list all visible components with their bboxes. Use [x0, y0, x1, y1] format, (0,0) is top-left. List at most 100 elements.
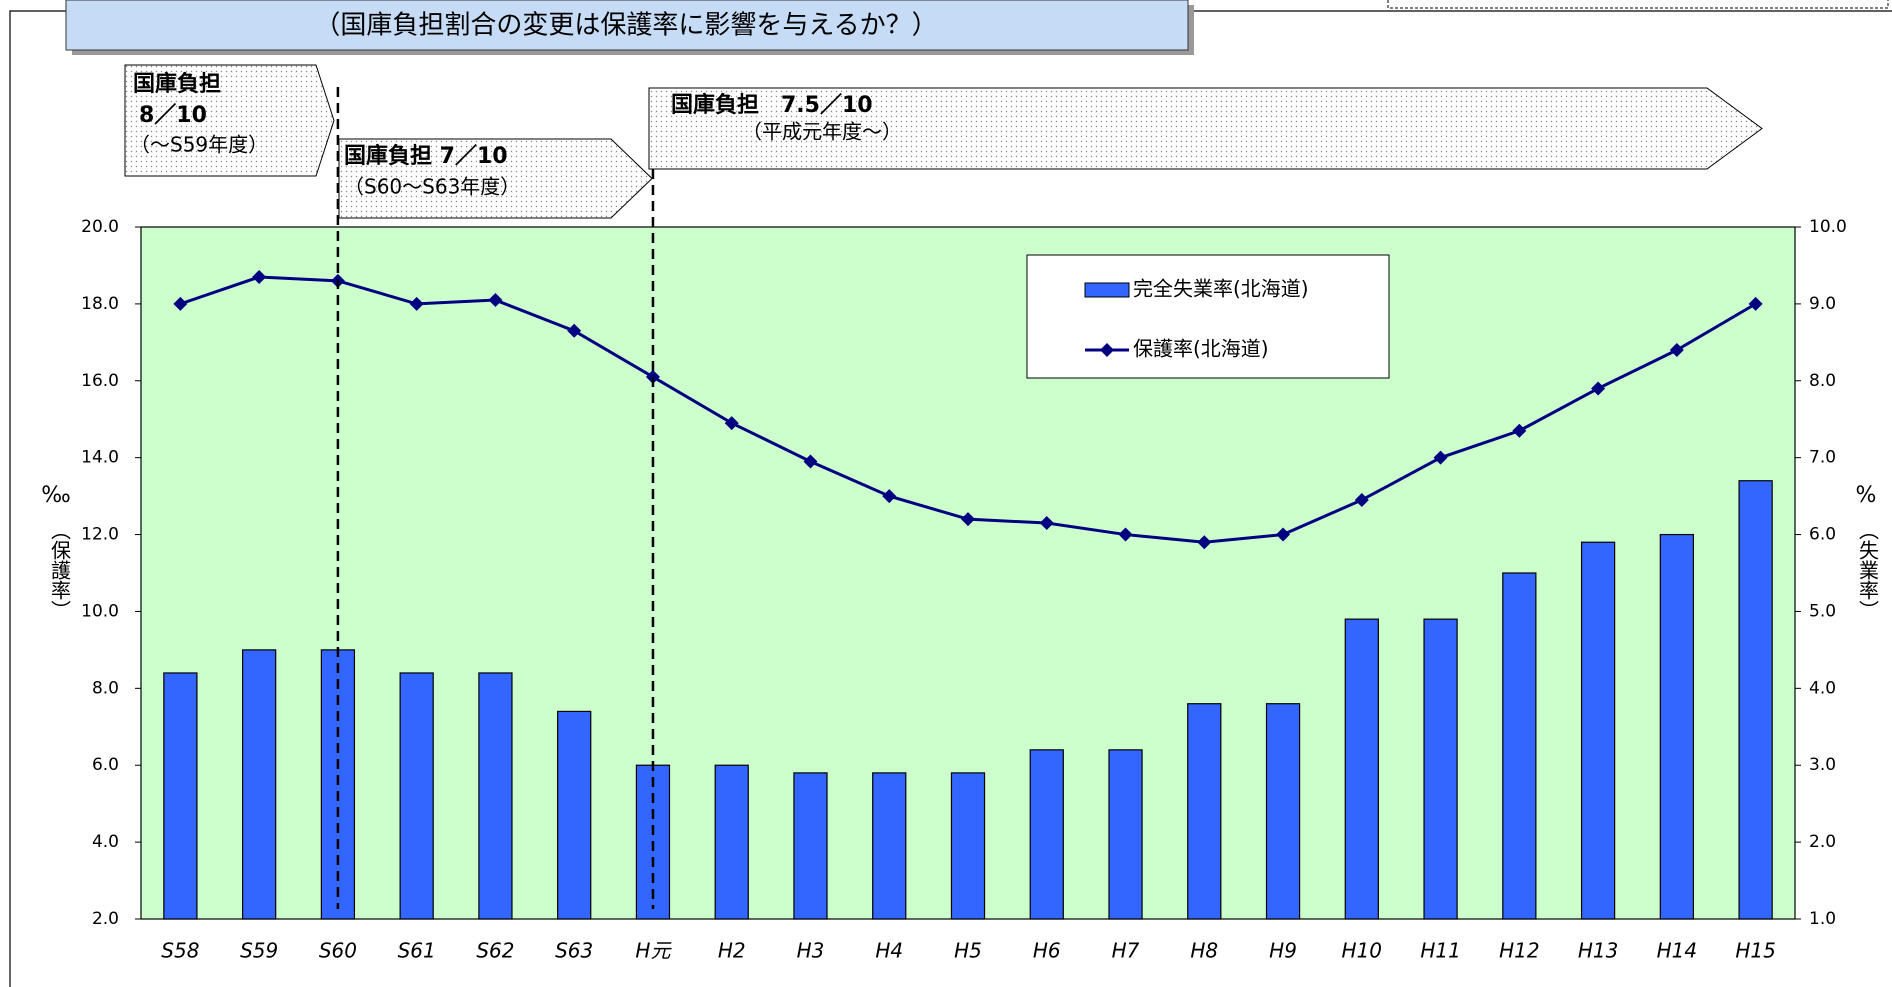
- bar: [1265, 703, 1301, 920]
- x-tick-label: H2: [718, 939, 746, 963]
- marker: [252, 269, 267, 284]
- x-tick-label: H元: [635, 939, 672, 963]
- x-tick-label: H9: [1269, 939, 1297, 963]
- x-tick-label: H8: [1190, 939, 1218, 963]
- bar: [714, 764, 749, 920]
- legend-label: 完全失業率(北海道): [1133, 277, 1309, 301]
- x-tick-label: H5: [954, 939, 982, 963]
- x-tick-label: S63: [555, 939, 593, 963]
- y-tick-label: 16.0: [81, 371, 119, 391]
- marker: [724, 416, 739, 431]
- x-tick-label: S59: [240, 939, 278, 963]
- bar: [399, 672, 434, 920]
- annotation-text: 国庫負担: [133, 71, 221, 97]
- x-tick-label: H15: [1735, 939, 1776, 963]
- annotation-text: （平成元年度～）: [742, 120, 902, 144]
- bar: [478, 672, 513, 920]
- y2-tick-label: 6.0: [1809, 525, 1836, 545]
- x-tick-label: S60: [319, 939, 357, 963]
- marker: [1591, 381, 1606, 396]
- bar: [1659, 533, 1694, 920]
- y2-tick-label: 1.0: [1809, 909, 1836, 929]
- annotation-text: 国庫負担 7／10: [344, 143, 508, 169]
- marker: [882, 489, 897, 504]
- marker: [1433, 450, 1448, 465]
- marker: [488, 293, 503, 308]
- marker: [1276, 527, 1291, 542]
- y-tick-label: 8.0: [92, 678, 119, 698]
- x-tick-label: H14: [1657, 939, 1698, 963]
- legend: [1026, 254, 1390, 379]
- legend-swatch: [1084, 282, 1130, 298]
- marker: [409, 296, 424, 311]
- y-tick-label: 20.0: [81, 217, 119, 237]
- y-tick-label: 18.0: [81, 294, 119, 314]
- bar: [950, 772, 986, 920]
- x-tick-label: H10: [1342, 939, 1383, 963]
- y2-tick-label: 8.0: [1809, 371, 1836, 391]
- annotation-text: （S60～S63年度）: [344, 175, 520, 199]
- marker: [1748, 296, 1763, 311]
- y-tick-label: 10.0: [81, 601, 119, 621]
- bar: [1502, 572, 1537, 920]
- y-tick-label: 12.0: [81, 525, 119, 545]
- legend-swatch: [1100, 343, 1114, 357]
- marker: [961, 512, 975, 527]
- x-tick-label: H3: [797, 939, 825, 963]
- bar: [557, 710, 592, 920]
- marker: [173, 296, 188, 311]
- y2-tick-label: 7.0: [1809, 448, 1836, 468]
- bar: [872, 772, 907, 920]
- title-banner: [65, 0, 1189, 51]
- y2-tick-label: 2.0: [1809, 832, 1836, 852]
- y-tick-label: 14.0: [81, 448, 119, 468]
- x-tick-label: S61: [398, 939, 436, 963]
- marker: [1512, 423, 1527, 438]
- y2-unit: %: [1856, 483, 1877, 508]
- bar: [1108, 749, 1143, 920]
- y2-tick-label: 10.0: [1809, 217, 1847, 237]
- y-tick-label: 2.0: [92, 909, 119, 929]
- bar: [1423, 618, 1458, 920]
- annotation-arrow: [648, 87, 1763, 170]
- annotation-text: 8／10: [139, 103, 207, 128]
- bar: [1738, 480, 1773, 920]
- bar: [1344, 618, 1379, 920]
- y-tick-label: 6.0: [92, 755, 119, 775]
- marker: [567, 323, 582, 338]
- y-label: （保護率）: [48, 520, 72, 620]
- x-tick-label: H4: [875, 939, 903, 963]
- y2-tick-label: 9.0: [1809, 294, 1836, 314]
- annotation-text: （～S59年度）: [130, 133, 268, 157]
- marker: [1039, 516, 1054, 531]
- chart-title: （国庫負担割合の変更は保護率に影響を与えるか？）: [314, 11, 937, 41]
- y2-label: （失業率）: [1856, 520, 1880, 620]
- y-tick-label: 4.0: [92, 832, 119, 852]
- bar: [1580, 541, 1616, 920]
- x-tick-label: H12: [1499, 939, 1540, 963]
- x-tick-label: S58: [161, 939, 199, 963]
- x-tick-label: H6: [1033, 939, 1061, 963]
- bar: [242, 649, 277, 920]
- marker: [1118, 527, 1133, 542]
- bar: [1187, 703, 1222, 920]
- y2-tick-label: 4.0: [1809, 678, 1836, 698]
- y2-tick-label: 3.0: [1809, 755, 1836, 775]
- annotation-text: 国庫負担 7.5／10: [671, 92, 873, 118]
- frame-box: [1387, 0, 1889, 9]
- marker: [1197, 535, 1212, 550]
- bar: [1029, 749, 1064, 920]
- annotation-arrow: [124, 64, 335, 177]
- legend-label: 保護率(北海道): [1133, 337, 1269, 361]
- y-unit: ‰: [41, 483, 71, 508]
- y2-tick-label: 5.0: [1809, 601, 1836, 621]
- frame: [9, 10, 1892, 987]
- marker: [1669, 343, 1684, 358]
- marker: [645, 369, 660, 384]
- bar: [163, 672, 198, 920]
- x-tick-label: H11: [1420, 939, 1461, 963]
- x-tick-label: S62: [476, 939, 514, 963]
- marker: [803, 454, 818, 469]
- marker: [1354, 492, 1369, 507]
